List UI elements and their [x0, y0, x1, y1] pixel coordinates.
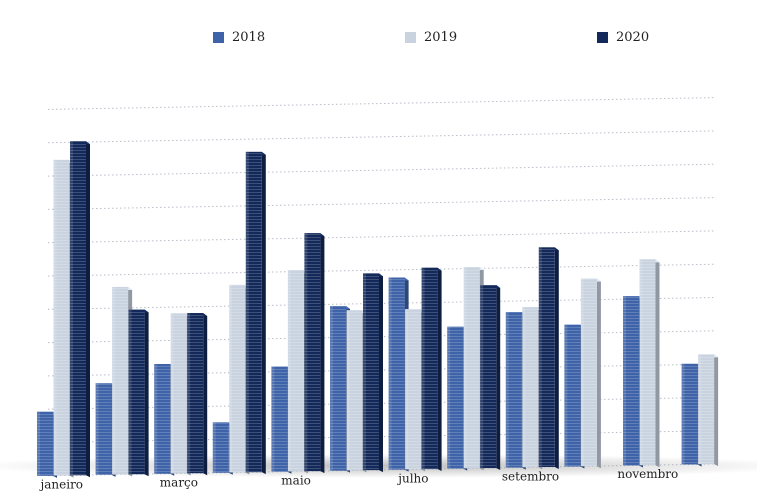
gridline — [47, 363, 717, 377]
gridline — [47, 263, 717, 277]
bar-2018-novembro — [623, 296, 643, 468]
gridline — [47, 163, 717, 177]
bar-2019-março — [170, 313, 191, 476]
x-tick-label: março — [160, 476, 198, 490]
x-tick-label: maio — [281, 473, 311, 487]
bar-2020-maio — [304, 233, 325, 474]
bar-2020-julho — [421, 267, 442, 472]
x-tick-label: novembro — [617, 467, 678, 481]
bar-2020-setembro — [538, 247, 559, 469]
x-tick-labels: janeiro março maio julho setembro novembro — [39, 467, 679, 491]
legend-label-2019: 2019 — [424, 30, 458, 45]
bar-2020-janeiro — [70, 141, 90, 478]
gridline — [47, 430, 717, 443]
x-tick-label: setembro — [502, 469, 559, 483]
gridline — [47, 130, 717, 144]
legend-label-2020: 2020 — [616, 30, 650, 45]
x-tick-label: janeiro — [39, 478, 84, 492]
chart-legend: 2018 2019 2020 — [0, 30, 757, 50]
legend-item-2020: 2020 — [597, 30, 649, 45]
bar-2019-fevereiro — [112, 286, 133, 477]
legend-swatch-2020 — [597, 32, 608, 43]
bar-2020-fevereiro — [128, 309, 149, 477]
bar-2019-novembro — [639, 259, 660, 468]
gridline — [47, 396, 717, 410]
bar-2020-junho — [363, 273, 383, 473]
gridline — [47, 297, 717, 310]
bar-2020-março — [187, 313, 208, 476]
bar-2020-abril — [245, 151, 266, 475]
legend-swatch-2018 — [213, 32, 224, 43]
gridline — [47, 197, 717, 210]
bars-group — [37, 141, 719, 478]
legend-item-2019: 2019 — [405, 30, 457, 45]
bar-2020-agosto — [480, 285, 501, 471]
x-tick-label: julho — [396, 471, 428, 485]
gridline — [47, 330, 717, 344]
legend-label-2018: 2018 — [232, 30, 266, 45]
legend-item-2018: 2018 — [213, 30, 265, 45]
bar-2018-junho — [330, 305, 350, 473]
legend-swatch-2019 — [405, 32, 416, 43]
bar-2019-outubro — [580, 278, 601, 469]
bar-2019-dezembro — [698, 354, 719, 467]
gridline — [47, 230, 717, 244]
gridline — [47, 97, 717, 110]
